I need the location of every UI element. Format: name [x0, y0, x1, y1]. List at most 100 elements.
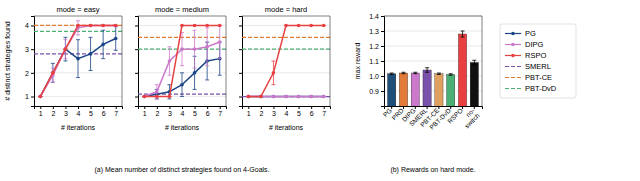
tick-label: 1	[25, 93, 29, 100]
error-bar	[437, 73, 441, 75]
legend-entry: RSPO	[505, 51, 546, 60]
point	[272, 95, 276, 99]
tick-mark	[31, 97, 34, 98]
tick-label: 5	[193, 110, 197, 117]
error-bar-cap	[413, 73, 417, 74]
legend-marker	[511, 43, 515, 47]
figure: 12341234567mode = easy# iterations# dist…	[0, 0, 640, 181]
tick-label: 2	[25, 70, 29, 77]
tick-label-line: RSPO	[446, 107, 464, 125]
error-bar-cap	[155, 98, 159, 99]
axis-line	[243, 107, 331, 110]
tick-mark	[299, 106, 300, 109]
tick-mark	[78, 106, 79, 109]
panel: 1234567mode = medium# iterations	[135, 5, 227, 131]
tick-label: 3	[168, 110, 172, 117]
error-bar-cap	[155, 98, 159, 99]
error-bar	[401, 72, 405, 74]
tick-mark	[273, 106, 274, 109]
point	[284, 24, 288, 28]
point	[101, 24, 105, 28]
legend: PGDIPGRSPOSMERLPBT-CEPBT-DvD	[500, 24, 576, 98]
point	[272, 95, 276, 99]
error-bar-stem	[462, 31, 463, 37]
error-bar-cap	[205, 79, 209, 80]
tick: 0.9	[369, 88, 384, 95]
series	[38, 27, 117, 99]
legend-swatch	[505, 88, 521, 89]
tick-mark	[40, 106, 41, 109]
error-bar-cap	[472, 64, 476, 65]
point	[205, 24, 209, 28]
error-bar	[101, 30, 105, 58]
error-bar	[180, 73, 184, 97]
error-bar-cap	[101, 30, 105, 31]
point	[155, 95, 159, 99]
tick: 4	[285, 106, 289, 117]
tick: 3	[25, 46, 34, 53]
error-bar-cap	[390, 73, 394, 74]
tick-label: 0.9	[369, 88, 379, 95]
legend-entry: PBT-CE	[505, 73, 552, 82]
tick-mark	[462, 106, 463, 109]
legend-swatch	[505, 66, 521, 67]
point	[193, 24, 197, 28]
legend-entry: DIPG	[505, 40, 544, 49]
point	[51, 71, 55, 75]
tick-mark	[135, 49, 138, 50]
grid-line	[384, 91, 482, 92]
error-bar-cap	[180, 96, 184, 97]
error-bar-cap	[413, 72, 417, 73]
legend-label: DIPG	[525, 40, 544, 49]
tick: 3	[64, 106, 68, 117]
error-bar-cap	[114, 50, 118, 51]
y-axis	[135, 17, 139, 107]
tick: RSPO	[446, 106, 464, 125]
tick: no-switch	[458, 106, 481, 129]
legend-marker	[511, 54, 515, 58]
tick-mark	[103, 106, 104, 109]
tick-label: 3	[272, 110, 276, 117]
axis-line	[239, 17, 243, 107]
error-bar-cap	[437, 73, 441, 74]
tick-label: 4	[181, 110, 185, 117]
title: mode = medium	[155, 5, 209, 14]
tick-label: 2	[259, 110, 263, 117]
tick-mark	[182, 106, 183, 109]
error-bar-stem	[427, 68, 428, 73]
tick: 2	[155, 106, 159, 117]
error-bar-cap	[76, 20, 80, 21]
error-bar	[63, 37, 67, 61]
point	[76, 24, 80, 28]
tick: 6	[206, 106, 210, 117]
tick-label: 1.4	[369, 13, 379, 20]
tick: 1	[143, 106, 147, 117]
error-bar	[218, 25, 222, 58]
point	[101, 24, 105, 28]
tick-label: 6	[206, 110, 210, 117]
tick-label: 5	[297, 110, 301, 117]
point	[101, 43, 105, 47]
tick: 3	[168, 106, 172, 117]
error-bar-cap	[193, 89, 197, 90]
error-bar-cap	[193, 68, 197, 69]
error-bar-stem	[474, 60, 475, 65]
point	[168, 95, 172, 99]
legend-entry: SMERL	[505, 62, 551, 71]
point	[218, 40, 222, 44]
y-axis: 0.91.01.11.21.31.4	[369, 13, 384, 107]
grid-line	[138, 72, 226, 73]
error-bar	[425, 68, 429, 73]
error-bar	[449, 74, 453, 76]
x-axis-title: # iterations	[165, 124, 200, 131]
tick: 5	[193, 106, 197, 117]
x-axis: 1234567	[35, 106, 123, 117]
marks	[138, 24, 226, 99]
title: mode = easy	[56, 5, 99, 14]
tick	[239, 97, 242, 98]
tick-mark	[391, 106, 392, 109]
caption: (a) Mean number of distinct strategies f…	[94, 166, 269, 174]
bar	[388, 74, 396, 106]
point	[76, 57, 80, 61]
legend-label: RSPO	[525, 51, 546, 60]
